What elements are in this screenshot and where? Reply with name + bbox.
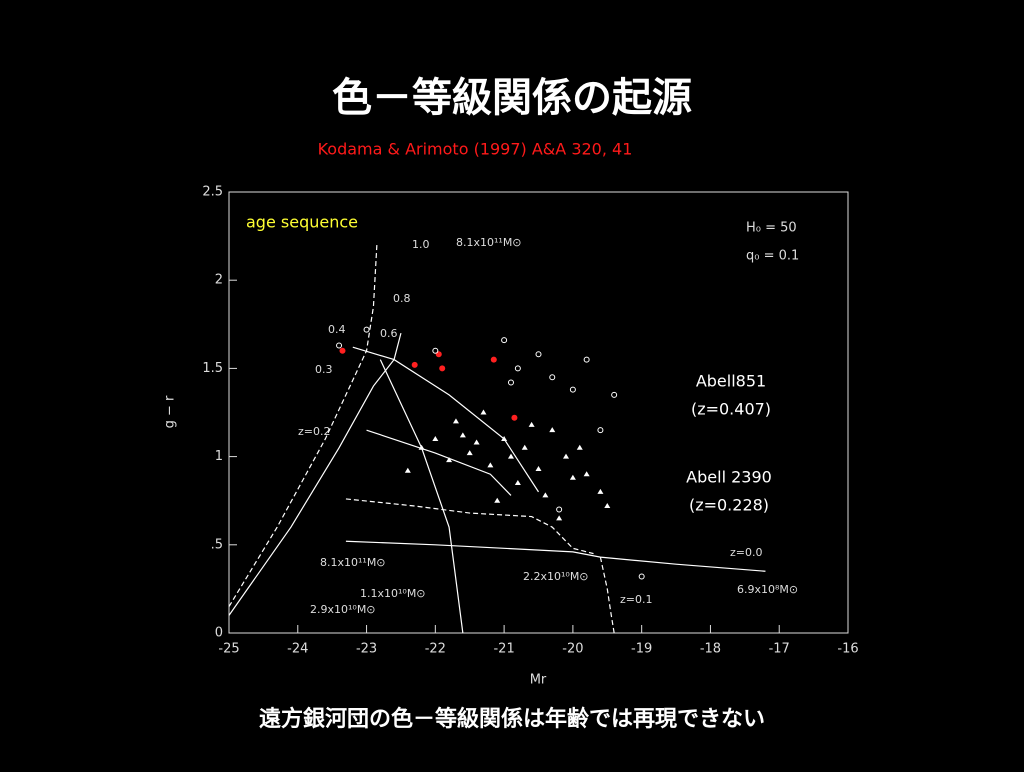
annotation: 2.9x10¹⁰M⊙ bbox=[310, 603, 376, 616]
annotation: q₀ = 0.1 bbox=[746, 249, 799, 264]
annotation: age sequence bbox=[246, 213, 358, 232]
point bbox=[583, 471, 590, 477]
annotation: (z=0.228) bbox=[689, 496, 769, 515]
point bbox=[459, 432, 466, 438]
point bbox=[432, 435, 439, 441]
point bbox=[638, 573, 645, 580]
model-track bbox=[366, 429, 512, 496]
point bbox=[404, 467, 411, 473]
annotation: Abell851 bbox=[696, 372, 766, 391]
point bbox=[535, 465, 542, 471]
model-track bbox=[228, 332, 402, 616]
annotation: 8.1x10¹¹M⊙ bbox=[320, 556, 386, 569]
x-tick-label: -16 bbox=[837, 642, 858, 657]
annotation: z=0.2 bbox=[298, 425, 330, 438]
point bbox=[507, 453, 514, 459]
point bbox=[363, 326, 370, 333]
point bbox=[507, 379, 514, 386]
annotation: 0.3 bbox=[315, 363, 333, 376]
point bbox=[569, 474, 576, 480]
y-tick-label: 0 bbox=[215, 626, 223, 641]
annotation: 1.1x10¹⁰M⊙ bbox=[360, 587, 426, 600]
point bbox=[452, 418, 459, 424]
x-tick-label: -19 bbox=[631, 642, 652, 657]
point bbox=[435, 351, 442, 358]
model-track bbox=[379, 359, 464, 634]
slide-title: 色－等級関係の起源 bbox=[332, 75, 692, 121]
point bbox=[556, 515, 563, 521]
point bbox=[480, 409, 487, 415]
point bbox=[528, 421, 535, 427]
point bbox=[597, 427, 604, 434]
reference: Kodama & Arimoto (1997) A&A 320, 41 bbox=[318, 140, 633, 159]
model-track bbox=[345, 540, 766, 572]
y-tick-label: 1.5 bbox=[202, 361, 223, 376]
point bbox=[511, 414, 518, 421]
model-track bbox=[599, 557, 615, 634]
x-tick-label: -21 bbox=[493, 642, 514, 657]
point bbox=[336, 342, 343, 349]
model-track bbox=[345, 498, 594, 555]
x-tick-label: -24 bbox=[287, 642, 308, 657]
annotation: 2.2x10¹⁰M⊙ bbox=[523, 570, 589, 583]
model-track bbox=[228, 244, 378, 607]
annotation: 0.6 bbox=[380, 327, 398, 340]
point bbox=[487, 462, 494, 468]
point bbox=[446, 457, 453, 463]
point bbox=[597, 488, 604, 494]
annotation: 6.9x10⁸M⊙ bbox=[737, 583, 798, 596]
point bbox=[563, 453, 570, 459]
model-track bbox=[352, 346, 540, 493]
x-tick-label: -23 bbox=[356, 642, 377, 657]
annotation: z=0.0 bbox=[730, 546, 762, 559]
x-tick-label: -22 bbox=[425, 642, 446, 657]
point bbox=[494, 497, 501, 503]
point bbox=[604, 502, 611, 508]
point bbox=[339, 347, 346, 354]
point bbox=[556, 506, 563, 513]
y-axis-label: g − r bbox=[163, 395, 178, 428]
annotation: 1.0 bbox=[412, 238, 430, 251]
y-tick-label: 1 bbox=[215, 449, 223, 464]
annotation: 0.4 bbox=[328, 323, 346, 336]
x-axis-label: Mr bbox=[530, 673, 547, 688]
point bbox=[583, 356, 590, 363]
point bbox=[432, 347, 439, 354]
annotation: 8.1x10¹¹M⊙ bbox=[456, 236, 522, 249]
point bbox=[535, 351, 542, 358]
point bbox=[411, 361, 418, 368]
annotation: z=0.1 bbox=[620, 593, 652, 606]
point bbox=[569, 386, 576, 393]
annotation: (z=0.407) bbox=[691, 400, 771, 419]
x-tick-label: -20 bbox=[562, 642, 583, 657]
annotation: Abell 2390 bbox=[686, 468, 772, 487]
annotation: H₀ = 50 bbox=[746, 221, 797, 236]
point bbox=[549, 427, 556, 433]
x-tick-label: -25 bbox=[218, 642, 239, 657]
caption: 遠方銀河団の色－等級関係は年齢では再現できない bbox=[259, 706, 765, 732]
point bbox=[473, 439, 480, 445]
y-tick-label: 2 bbox=[215, 273, 223, 288]
plot-frame bbox=[228, 191, 849, 634]
point bbox=[542, 492, 549, 498]
point bbox=[490, 356, 497, 363]
point bbox=[611, 391, 618, 398]
point bbox=[439, 365, 446, 372]
point bbox=[576, 444, 583, 450]
point bbox=[466, 450, 473, 456]
point bbox=[501, 337, 508, 344]
point bbox=[514, 480, 521, 486]
point bbox=[521, 444, 528, 450]
point bbox=[549, 374, 556, 381]
y-tick-label: 2.5 bbox=[202, 185, 223, 200]
annotation: 0.8 bbox=[393, 292, 411, 305]
point bbox=[514, 365, 521, 372]
x-tick-label: -18 bbox=[700, 642, 721, 657]
x-tick-label: -17 bbox=[769, 642, 790, 657]
y-tick-label: .5 bbox=[211, 537, 223, 552]
